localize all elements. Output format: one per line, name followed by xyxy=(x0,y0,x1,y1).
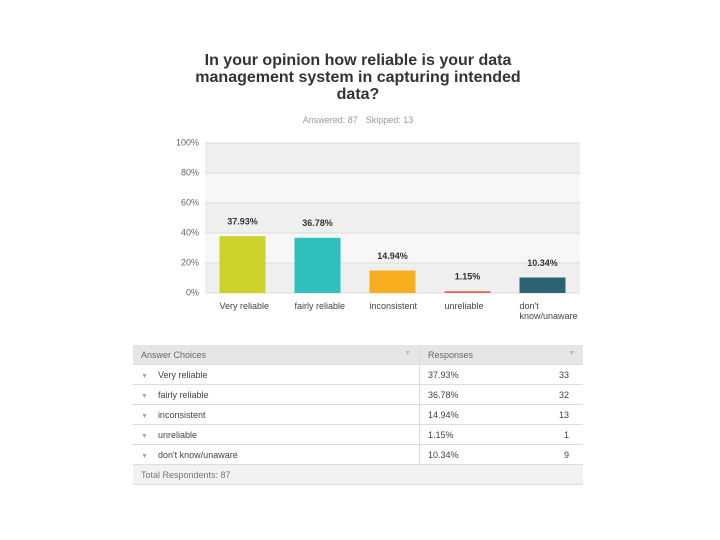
grid-band xyxy=(205,173,580,203)
count-cell: 9 xyxy=(516,444,583,465)
bar xyxy=(444,291,491,293)
choice-text: unreliable xyxy=(157,429,197,440)
y-tick-label: 20% xyxy=(181,257,199,267)
results-table: Answer Choices ▼ Responses ▼ ▼ Very reliable 3… xyxy=(133,345,583,485)
skipped: Skipped: 13 xyxy=(365,115,414,125)
count-cell: 1 xyxy=(516,424,583,445)
answered: Answered: 87 xyxy=(302,115,358,125)
grid-band xyxy=(205,203,580,233)
table-row: ▼ fairly reliable 36.78% 32 xyxy=(133,384,583,405)
count-cell: 32 xyxy=(516,384,583,405)
grid-band xyxy=(205,143,580,173)
y-tick-label: 60% xyxy=(181,197,199,207)
y-tick-label: 80% xyxy=(181,167,199,177)
y-tick-label: 0% xyxy=(186,287,199,297)
table-footer: Total Respondents: 87 xyxy=(133,464,583,485)
percent-cell: 36.78% xyxy=(418,384,517,405)
choice-text: fairly reliable xyxy=(157,389,209,400)
y-tick-label: 40% xyxy=(181,227,199,237)
footer-cell: Total Respondents: 87 xyxy=(133,464,583,485)
value-label: 36.78% xyxy=(302,218,333,228)
bar xyxy=(369,270,416,293)
y-tick-label: 100% xyxy=(176,137,199,147)
chart-title: In your opinion how reliable is your dat… xyxy=(195,52,521,103)
expand-icon[interactable]: ▼ xyxy=(141,392,148,400)
percent-cell: 1.15% xyxy=(418,424,517,445)
bar xyxy=(519,277,566,293)
expand-icon[interactable]: ▼ xyxy=(141,412,148,420)
grid-band xyxy=(205,233,580,263)
expand-icon[interactable]: ▼ xyxy=(141,372,148,380)
expand-icon[interactable]: ▼ xyxy=(141,452,148,460)
value-label: 14.94% xyxy=(377,251,408,261)
header-text: Answer Choices xyxy=(141,349,207,360)
x-tick-label: don't know/unaware xyxy=(519,301,578,321)
choice-text: don't know/unaware xyxy=(157,449,238,460)
choice-text: Very reliable xyxy=(157,369,208,380)
header-cell: Answer Choices ▼ xyxy=(133,345,420,365)
x-tick-label: fairly reliable xyxy=(294,301,346,311)
choice-cell: ▼ inconsistent xyxy=(133,404,420,425)
count-cell: 13 xyxy=(516,404,583,425)
percent-cell: 37.93% xyxy=(418,364,517,385)
value-label: 1.15% xyxy=(455,272,481,282)
value-label: 10.34% xyxy=(527,258,558,268)
x-tick-label: unreliable xyxy=(444,301,484,311)
header-text: Responses xyxy=(428,349,474,360)
x-tick-label: inconsistent xyxy=(369,301,418,311)
dropdown-icon[interactable]: ▼ xyxy=(568,349,575,357)
expand-icon[interactable]: ▼ xyxy=(141,432,148,440)
bar xyxy=(294,237,341,293)
header-cell: Responses ▼ xyxy=(419,345,583,365)
choice-text: inconsistent xyxy=(157,409,206,420)
subtitle: Answered: 87 Skipped: 13 xyxy=(258,115,458,125)
choice-cell: ▼ don't know/unaware xyxy=(133,444,420,465)
value-label: 37.93% xyxy=(227,216,258,226)
table-row: ▼ unreliable 1.15% 1 xyxy=(133,424,583,445)
table-row: ▼ don't know/unaware 10.34% 9 xyxy=(133,444,583,465)
choice-cell: ▼ Very reliable xyxy=(133,364,420,385)
table-header: Answer Choices ▼ Responses ▼ xyxy=(133,345,583,365)
dropdown-icon[interactable]: ▼ xyxy=(404,349,411,357)
choice-cell: ▼ fairly reliable xyxy=(133,384,420,405)
count-cell: 33 xyxy=(516,364,583,385)
percent-cell: 10.34% xyxy=(418,444,517,465)
bar xyxy=(219,236,266,293)
percent-cell: 14.94% xyxy=(418,404,517,425)
choice-cell: ▼ unreliable xyxy=(133,424,420,445)
table-row: ▼ inconsistent 14.94% 13 xyxy=(133,404,583,425)
x-tick-label: Very reliable xyxy=(219,301,270,311)
table-row: ▼ Very reliable 37.93% 33 xyxy=(133,364,583,385)
